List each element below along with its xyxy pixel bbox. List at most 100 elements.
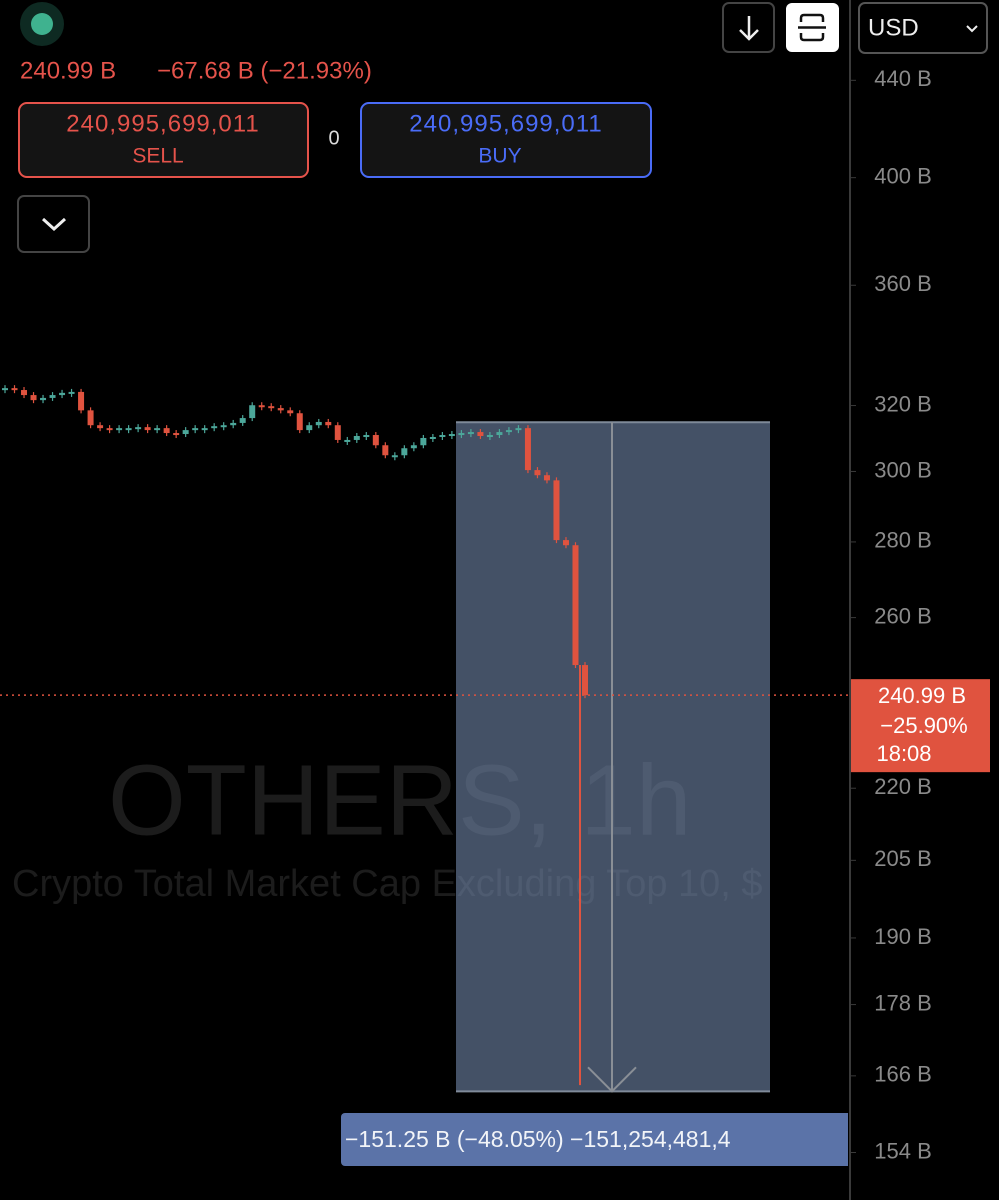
candle [49, 395, 56, 398]
candle [287, 410, 294, 414]
candle [534, 470, 541, 476]
candle [59, 392, 66, 396]
y-tick-label: 154 B [874, 1138, 932, 1163]
candle [277, 408, 284, 411]
candle [562, 540, 569, 546]
y-tick-label: 205 B [874, 846, 932, 871]
candle [325, 421, 332, 426]
y-tick-label: 190 B [874, 924, 932, 949]
candle [192, 428, 199, 431]
currency-label: USD [868, 14, 919, 41]
fullscreen-icon [798, 13, 826, 42]
y-tick-label: 400 B [874, 163, 932, 188]
plot: −151.25 B (−48.05%) −151,254,481,4 [0, 385, 848, 1166]
candle [135, 427, 142, 430]
candle [201, 428, 208, 431]
select-chevron [966, 25, 978, 33]
candle [458, 433, 465, 436]
candle [515, 428, 522, 431]
candle [258, 405, 265, 408]
candle [315, 421, 322, 426]
candle [448, 434, 455, 437]
currency-select[interactable] [858, 2, 988, 54]
candle [220, 425, 227, 428]
candle [420, 437, 427, 446]
candle [353, 436, 360, 440]
countdown-label: 18:08 [876, 741, 931, 766]
candle [40, 397, 47, 401]
candle [173, 433, 180, 436]
candle [363, 435, 370, 438]
status-dot [31, 13, 53, 35]
candle [439, 435, 446, 438]
candle [2, 388, 8, 391]
candle [553, 480, 560, 541]
y-tick-label: 166 B [874, 1062, 932, 1087]
candle [154, 428, 161, 431]
price-axis: 440 B 400 B 360 B 320 B 300 B 280 B 260 B 220 B… [850, 66, 990, 1163]
y-tick-label: 360 B [874, 271, 932, 296]
candle [391, 455, 398, 458]
candle [334, 425, 341, 440]
spread: 0 [328, 127, 339, 149]
candle [543, 475, 550, 481]
candle [249, 405, 256, 419]
candle [582, 665, 588, 696]
candle [116, 428, 123, 431]
candle [382, 445, 389, 456]
buy-button[interactable] [360, 102, 652, 178]
candle [163, 428, 170, 434]
y-tick-label: 178 B [874, 990, 932, 1015]
y-tick-label: 320 B [874, 391, 932, 416]
chevron-icon [41, 217, 67, 232]
y-tick-label: 300 B [874, 457, 932, 482]
candle [144, 427, 151, 431]
candle [429, 436, 436, 439]
header-change: −67.68 B (−21.93%) [157, 57, 372, 84]
buy-label: BUY [478, 145, 521, 168]
sell-button[interactable] [18, 102, 309, 178]
sell-price: 240,995,699,011 [66, 110, 259, 137]
candle [477, 432, 484, 437]
candle [486, 435, 493, 438]
y-tick-label: 220 B [874, 774, 932, 799]
candle [211, 426, 218, 429]
candle [401, 448, 408, 456]
candle [106, 428, 113, 431]
candle [87, 410, 94, 426]
download-icon [739, 16, 759, 41]
candle [296, 413, 303, 431]
candle [11, 388, 18, 391]
candle [182, 430, 189, 435]
last-price-label: 240.99 B [878, 683, 966, 708]
candle [306, 425, 313, 431]
last-change-label: −25.90% [880, 713, 967, 738]
header-price: 240.99 B [20, 57, 116, 84]
measure-label-box [341, 1113, 848, 1166]
measure-label: −151.25 B (−48.05%) −151,254,481,4 [345, 1126, 731, 1152]
candle [239, 418, 246, 423]
measure-arrow [587, 1066, 637, 1093]
candle [524, 428, 531, 471]
candle [97, 425, 104, 429]
candle [125, 428, 132, 431]
candle [344, 439, 351, 442]
y-tick-label: 440 B [874, 66, 932, 91]
y-tick-label: 280 B [874, 528, 932, 553]
y-tick-label: 260 B [874, 603, 932, 628]
candle [372, 435, 379, 446]
candle [572, 545, 579, 666]
candle [78, 391, 85, 411]
sell-label: SELL [132, 145, 183, 168]
expand-button[interactable] [17, 195, 90, 253]
candle [230, 422, 237, 426]
candle [410, 445, 417, 449]
candle [496, 432, 503, 436]
candle [30, 395, 37, 401]
candle [68, 391, 75, 394]
candle [21, 390, 28, 396]
candle [505, 430, 512, 433]
last-price-badge [851, 679, 990, 773]
